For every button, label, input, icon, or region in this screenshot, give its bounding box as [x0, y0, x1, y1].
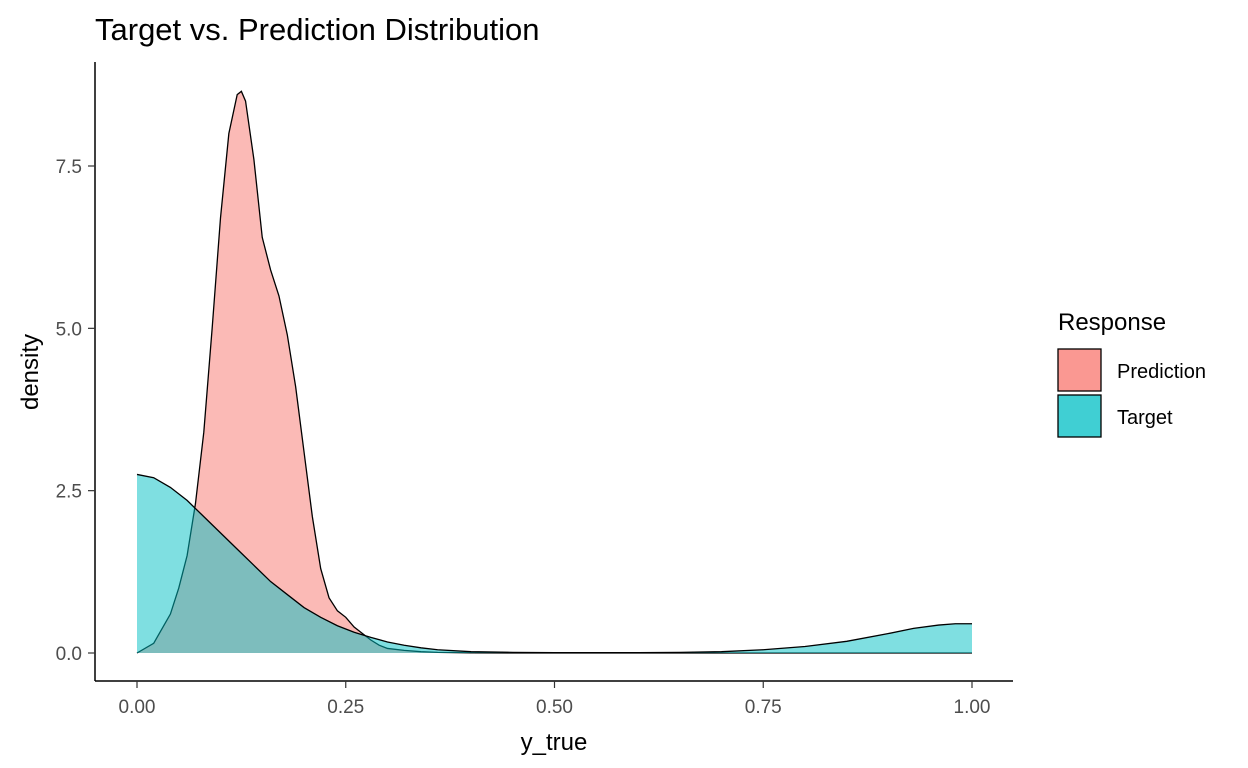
density-outline-target — [136, 473, 972, 654]
density-area-prediction — [137, 91, 972, 653]
x-tick-label: 0.25 — [327, 697, 364, 718]
legend-title: Response — [1058, 309, 1166, 336]
x-tick-label: 1.00 — [954, 697, 991, 718]
y-axis-title: density — [17, 334, 44, 410]
chart-title: Target vs. Prediction Distribution — [95, 12, 540, 47]
plot-area — [136, 90, 972, 654]
legend-label-prediction: Prediction — [1117, 361, 1206, 383]
legend-label-target: Target — [1117, 407, 1173, 429]
x-ticks: 0.00 0.25 0.50 0.75 1.00 — [119, 681, 991, 718]
legend-items: Prediction Target — [1057, 348, 1206, 438]
legend-key-target — [1057, 394, 1102, 438]
y-tick-label: 0.0 — [56, 644, 82, 665]
x-tick-label: 0.50 — [536, 697, 573, 718]
y-tick-label: 7.5 — [56, 157, 82, 178]
legend-key-prediction — [1057, 348, 1102, 392]
x-axis-title: y_true — [521, 729, 588, 756]
y-ticks: 0.0 2.5 5.0 7.5 — [56, 157, 95, 665]
x-tick-label: 0.75 — [745, 697, 782, 718]
density-area-target — [137, 474, 972, 653]
y-tick-label: 5.0 — [56, 319, 82, 340]
x-tick-label: 0.00 — [119, 697, 156, 718]
series-layer — [136, 90, 972, 654]
legend: Response Prediction Target — [1057, 309, 1206, 438]
y-tick-label: 2.5 — [56, 482, 82, 503]
